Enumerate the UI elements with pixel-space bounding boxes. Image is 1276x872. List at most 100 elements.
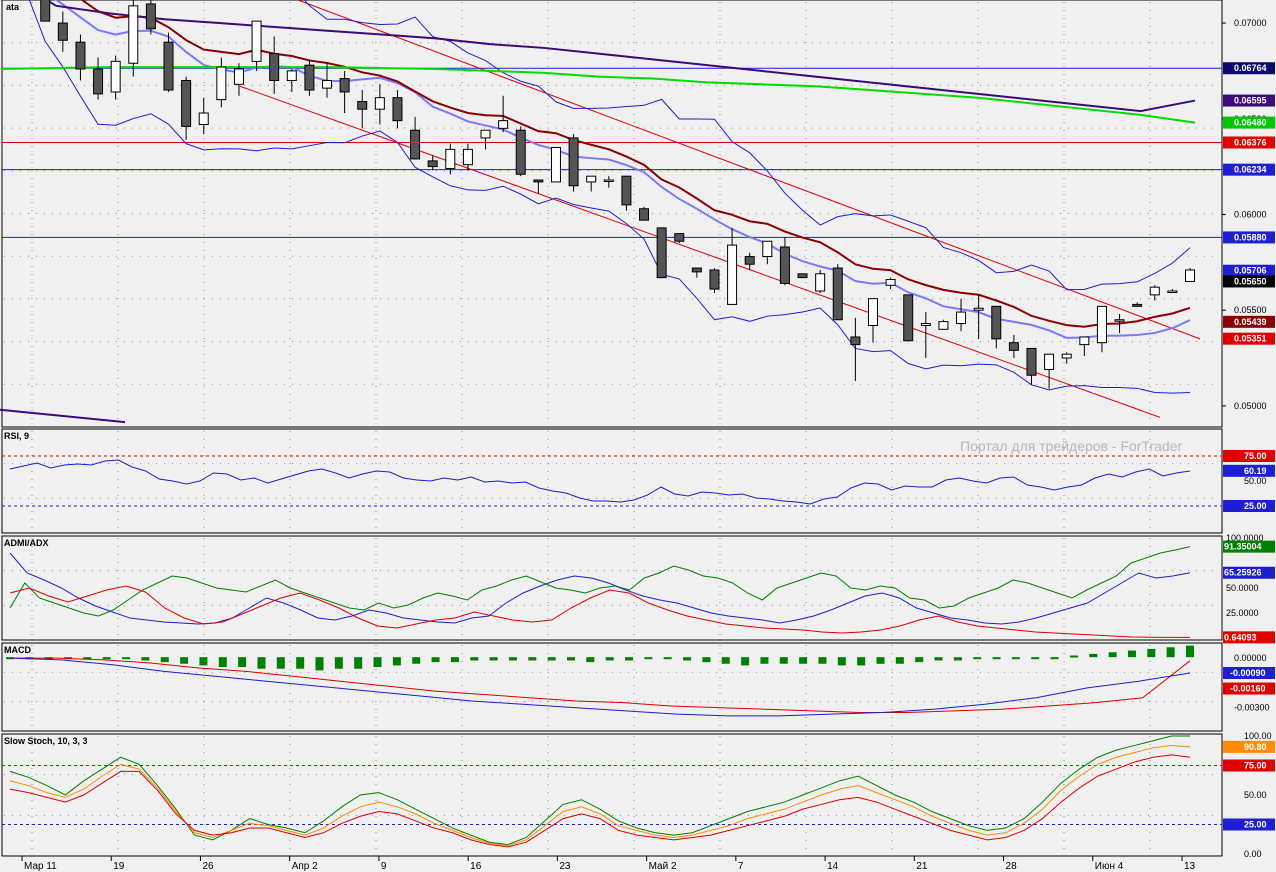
candle-body (920, 323, 931, 326)
x-tick-label: 14 (827, 861, 839, 872)
x-tick-label: 21 (916, 861, 928, 872)
candle-body (322, 79, 333, 89)
macd-histogram-bar (915, 657, 924, 663)
candle-body (1008, 342, 1019, 351)
candle-body (744, 256, 755, 265)
candle-body (639, 208, 650, 221)
macd-histogram-bar (412, 657, 421, 664)
macd-histogram-bar (373, 657, 382, 668)
x-tick-label: Май 2 (649, 861, 677, 872)
macd-histogram-bar (180, 657, 189, 664)
candle-body (374, 97, 385, 110)
macd-histogram-bar (818, 657, 827, 664)
macd-histogram-bar (683, 657, 692, 661)
adx-panel-title: ADMI/ADX (4, 538, 49, 548)
candle-body (568, 137, 579, 187)
adx-value-label: 0.64093 (1224, 632, 1257, 642)
chart-panels: ata RSI, 9 ADMI/ADX MACD Slow Stoch, 10, 3, … (0, 0, 1223, 857)
candle-body (445, 148, 456, 170)
stoch-value-box (1223, 759, 1275, 772)
x-axis: Мар 11 19 26 Апр 2 9 16 23 Май 2 7 14 21 28 Июн 4 13 (21, 856, 1196, 872)
macd-histogram-bar (1186, 645, 1194, 658)
candle-body (93, 68, 104, 95)
x-tick-label: Июн 4 (1095, 861, 1124, 872)
candle-body (938, 321, 949, 330)
macd-tick-label: -0.00300 (1234, 703, 1270, 713)
stoch-value-label: 75.00 (1244, 761, 1267, 771)
candle-body (339, 78, 350, 93)
macd-value-label: -0.00090 (1230, 668, 1266, 678)
candle-body (392, 97, 403, 122)
candle-body (903, 294, 914, 342)
macd-histogram-bar (625, 657, 634, 661)
candle-body (304, 64, 315, 91)
macd-histogram-bar (605, 657, 614, 661)
candle-body (1149, 286, 1160, 296)
rsi-value-box (1223, 464, 1275, 477)
price-label-box (1223, 264, 1275, 277)
macd-histogram-bar (586, 657, 595, 663)
macd-histogram-bar (876, 657, 885, 664)
price-label-box (1223, 275, 1275, 288)
macd-value-box (1223, 682, 1275, 695)
price-label-box (1223, 231, 1275, 244)
watermark-text: Портал для трейдеров - ForTrader (960, 438, 1182, 454)
macd-histogram-bar (992, 657, 1001, 660)
trend-channel-lower (239, 85, 1161, 418)
candle-body (815, 273, 826, 292)
macd-histogram-bar (1127, 650, 1136, 658)
candle-body (533, 179, 544, 183)
candle-body (832, 267, 843, 321)
candle-body (867, 298, 878, 326)
macd-histogram-bar (702, 657, 711, 663)
rsi-level-label: 50.00 (1244, 476, 1267, 486)
macd-histogram-bar (199, 657, 208, 666)
stoch-panel-title: Slow Stoch, 10, 3, 3 (4, 736, 88, 746)
candle-body (1114, 319, 1125, 322)
macd-histogram-bar (953, 657, 962, 661)
x-tick-label: 26 (202, 861, 214, 872)
macd-histogram-bar (857, 657, 866, 666)
adx-value-label: 91.35004 (1224, 542, 1262, 552)
macd-histogram-bar (547, 657, 556, 661)
macd-histogram-bar (257, 657, 266, 669)
macd-histogram-bar (741, 657, 750, 666)
rsi-level-label: 25.00 (1244, 501, 1267, 511)
panel-frame (1, 535, 1223, 641)
macd-histogram-bar (160, 657, 169, 663)
macd-histogram-bar (1147, 648, 1156, 658)
x-tick-label: 9 (381, 861, 387, 872)
adx-value-box (1223, 540, 1275, 553)
candle-body (779, 246, 790, 284)
price-label-box (1223, 315, 1275, 328)
candle-body (1132, 303, 1143, 307)
x-tick-label: Апр 2 (292, 861, 318, 872)
macd-signal-line (10, 657, 1191, 714)
macd-histogram-bar (566, 657, 575, 661)
candle-body (269, 53, 280, 81)
bollinger-upper-line (303, 0, 1191, 291)
macd-histogram-bar (1069, 655, 1078, 658)
rsi-line (9, 459, 1191, 505)
macd-histogram-bar (141, 657, 150, 661)
price-tick-label: 0.05500 (1234, 305, 1267, 315)
macd-histogram-bar (663, 657, 672, 660)
stoch-level-label: 25.00 (1244, 820, 1267, 830)
candle-body (515, 129, 526, 175)
candle-body (462, 148, 473, 166)
price-tick-label: 0.06000 (1234, 209, 1267, 219)
sma-mid-line (1, 66, 1196, 124)
adx-tick-label: 100.0000 (1226, 533, 1264, 543)
macd-histogram-bar (83, 657, 92, 660)
candle-body (427, 160, 438, 168)
price-label-text: 0.05880 (1234, 232, 1267, 242)
price-label-box (1223, 332, 1275, 345)
candle-body (498, 120, 509, 129)
price-label-text: 0.05706 (1234, 266, 1267, 276)
candle-body (1185, 269, 1195, 282)
candle-body (1079, 336, 1090, 346)
macd-histogram-bar (837, 657, 846, 666)
candle-body (850, 336, 861, 346)
candle-body (956, 311, 967, 325)
